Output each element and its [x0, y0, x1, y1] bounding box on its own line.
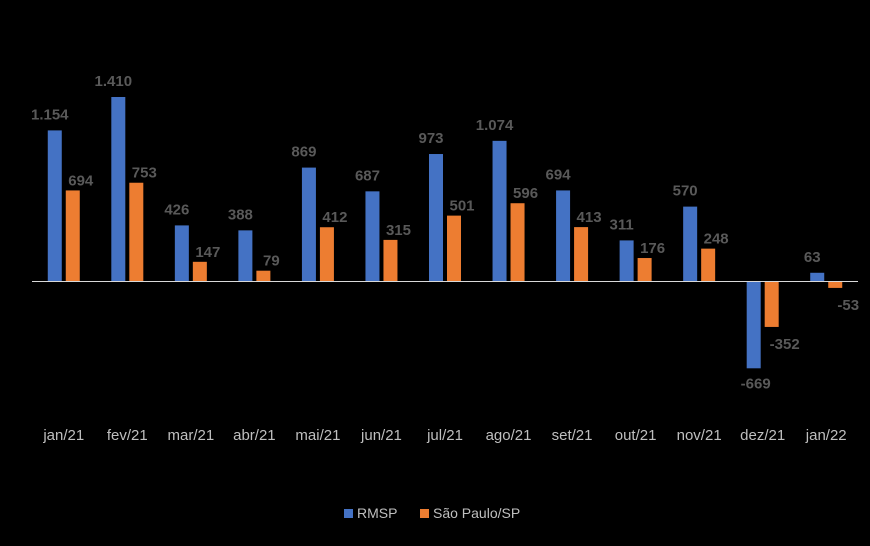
- value-label-sao-paulo-10: 248: [704, 231, 729, 248]
- value-label-sao-paulo-8: 413: [577, 209, 602, 226]
- value-label-sao-paulo-1: 753: [132, 165, 157, 182]
- category-label-12: jan/22: [805, 427, 847, 444]
- category-label-7: ago/21: [486, 427, 532, 444]
- bar-rmsp-2: [174, 225, 189, 281]
- bar-rmsp-12: [810, 272, 825, 281]
- bar-sao-paulo-8: [574, 227, 589, 281]
- legend-label-rmsp: RMSP: [357, 505, 397, 521]
- value-label-rmsp-5: 687: [355, 167, 380, 184]
- bar-sao-paulo-9: [637, 258, 652, 281]
- bar-sao-paulo-3: [256, 270, 271, 281]
- bar-sao-paulo-4: [319, 227, 334, 281]
- value-label-rmsp-7: 1.074: [476, 117, 514, 134]
- bar-sao-paulo-0: [65, 190, 80, 281]
- value-label-sao-paulo-12: -53: [837, 297, 859, 314]
- bar-sao-paulo-10: [701, 248, 716, 281]
- value-label-sao-paulo-7: 596: [513, 185, 538, 202]
- bars-layer: [47, 96, 843, 369]
- bar-rmsp-10: [683, 206, 698, 281]
- value-label-rmsp-8: 694: [546, 166, 572, 183]
- value-label-rmsp-6: 973: [418, 130, 443, 147]
- value-label-rmsp-9: 311: [610, 216, 634, 233]
- value-label-rmsp-3: 388: [228, 206, 253, 223]
- legend-swatch-sao-paulo: [420, 509, 429, 518]
- value-label-rmsp-1: 1.410: [95, 73, 133, 90]
- bar-rmsp-9: [619, 240, 634, 281]
- bar-rmsp-6: [429, 154, 443, 281]
- value-label-rmsp-2: 426: [164, 201, 189, 218]
- category-label-2: mar/21: [168, 427, 215, 444]
- bar-rmsp-0: [47, 130, 62, 281]
- category-label-9: out/21: [615, 427, 657, 444]
- value-label-rmsp-12: 63: [804, 249, 821, 266]
- bar-sao-paulo-5: [383, 239, 398, 281]
- bar-sao-paulo-6: [447, 215, 461, 281]
- bar-sao-paulo-12: [828, 281, 843, 288]
- legend-label-sao-paulo: São Paulo/SP: [433, 505, 520, 521]
- value-label-rmsp-11: -669: [741, 375, 771, 392]
- value-label-rmsp-0: 1.154: [31, 106, 69, 123]
- bar-sao-paulo-2: [192, 261, 207, 281]
- value-label-sao-paulo-3: 79: [263, 253, 280, 270]
- category-label-8: set/21: [552, 427, 593, 444]
- value-labels-layer: 1.154 694 1.410 753 426 147 388 79 869 412 687 315 9…: [31, 73, 859, 392]
- value-label-sao-paulo-2: 147: [195, 244, 220, 261]
- value-label-sao-paulo-0: 694: [68, 172, 94, 189]
- category-label-3: abr/21: [233, 427, 276, 444]
- category-labels-layer: jan/21 fev/21 mar/21 abr/21 mai/21 jun/21 jul/…: [42, 427, 846, 444]
- category-label-1: fev/21: [107, 427, 148, 444]
- value-label-rmsp-4: 869: [291, 144, 316, 161]
- bar-rmsp-7: [492, 140, 507, 281]
- category-label-10: nov/21: [677, 427, 722, 444]
- category-label-6: jul/21: [426, 427, 463, 444]
- bar-rmsp-5: [365, 191, 380, 281]
- legend-swatch-rmsp: [344, 509, 353, 518]
- value-label-sao-paulo-9: 176: [640, 240, 665, 257]
- value-label-sao-paulo-11: -352: [770, 336, 800, 353]
- legend: RMSP São Paulo/SP: [344, 505, 520, 521]
- bar-rmsp-8: [556, 190, 571, 281]
- value-label-sao-paulo-5: 315: [386, 222, 411, 239]
- bar-rmsp-11: [746, 281, 761, 369]
- bar-rmsp-3: [238, 230, 253, 281]
- value-label-rmsp-10: 570: [673, 183, 698, 200]
- bar-rmsp-1: [111, 96, 126, 282]
- bar-rmsp-4: [301, 167, 316, 281]
- value-label-sao-paulo-6: 501: [449, 198, 474, 215]
- category-label-4: mai/21: [295, 427, 340, 444]
- bar-sao-paulo-1: [129, 182, 144, 281]
- category-label-11: dez/21: [740, 427, 785, 444]
- bar-sao-paulo-7: [510, 203, 525, 281]
- category-label-0: jan/21: [42, 427, 84, 444]
- category-label-5: jun/21: [360, 427, 402, 444]
- value-label-sao-paulo-4: 412: [322, 209, 347, 226]
- bar-sao-paulo-11: [764, 281, 779, 327]
